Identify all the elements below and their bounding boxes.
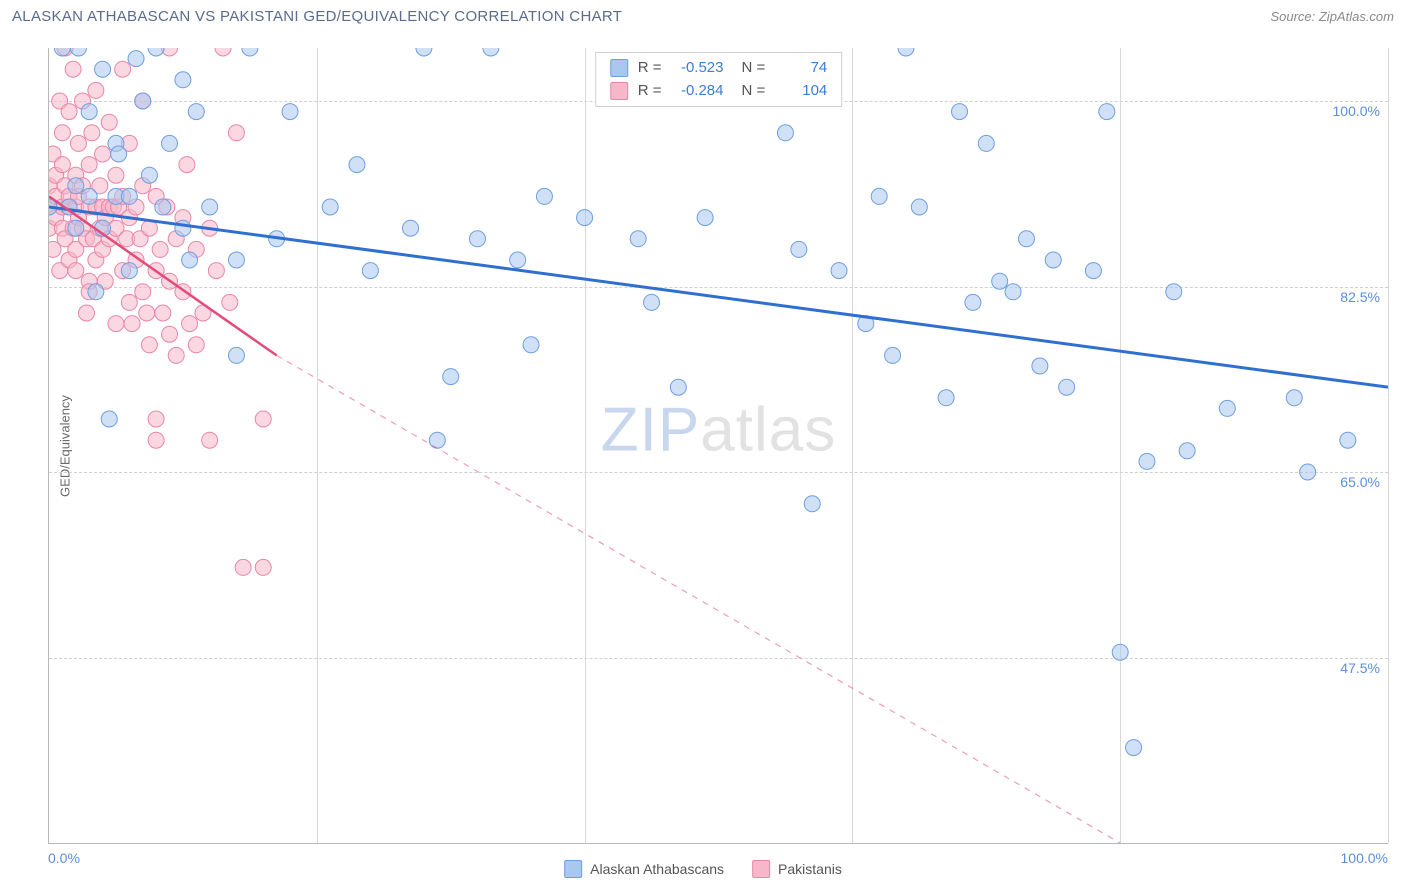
legend-item: Alaskan Athabascans (564, 860, 724, 878)
legend: Alaskan Athabascans Pakistanis (564, 860, 842, 878)
legend-item: Pakistanis (752, 860, 842, 878)
series-swatch-icon (610, 82, 628, 100)
legend-swatch-icon (564, 860, 582, 878)
chart-plot-area: ZIPatlas R = -0.523 N = 74 R = -0.284 N … (48, 48, 1388, 844)
legend-label: Pakistanis (778, 861, 842, 877)
chart-title: ALASKAN ATHABASCAN VS PAKISTANI GED/EQUI… (12, 8, 622, 25)
series-swatch-icon (610, 59, 628, 77)
correlation-stats-box: R = -0.523 N = 74 R = -0.284 N = 104 (595, 52, 843, 107)
legend-swatch-icon (752, 860, 770, 878)
x-axis-max-label: 100.0% (1341, 850, 1388, 866)
source-attribution: Source: ZipAtlas.com (1270, 9, 1394, 24)
gridline-vertical (1388, 48, 1389, 843)
stat-row: R = -0.523 N = 74 (610, 57, 828, 80)
stat-row: R = -0.284 N = 104 (610, 80, 828, 103)
legend-label: Alaskan Athabascans (590, 861, 724, 877)
scatter-svg (49, 48, 1388, 843)
x-axis-min-label: 0.0% (48, 850, 80, 866)
